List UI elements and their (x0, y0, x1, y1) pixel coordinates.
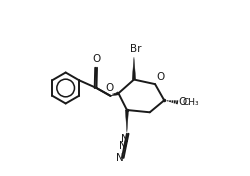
Text: ...: ... (111, 89, 117, 95)
Polygon shape (110, 92, 118, 96)
Text: O: O (156, 72, 164, 82)
Text: O: O (105, 83, 113, 93)
Text: O: O (92, 54, 101, 64)
Text: N: N (118, 141, 126, 150)
Text: N: N (116, 153, 124, 163)
Text: N: N (121, 134, 128, 144)
Text: Br: Br (129, 44, 140, 54)
Text: CH₃: CH₃ (182, 98, 199, 107)
Text: O: O (178, 98, 186, 107)
Polygon shape (132, 57, 135, 80)
Polygon shape (125, 110, 128, 132)
